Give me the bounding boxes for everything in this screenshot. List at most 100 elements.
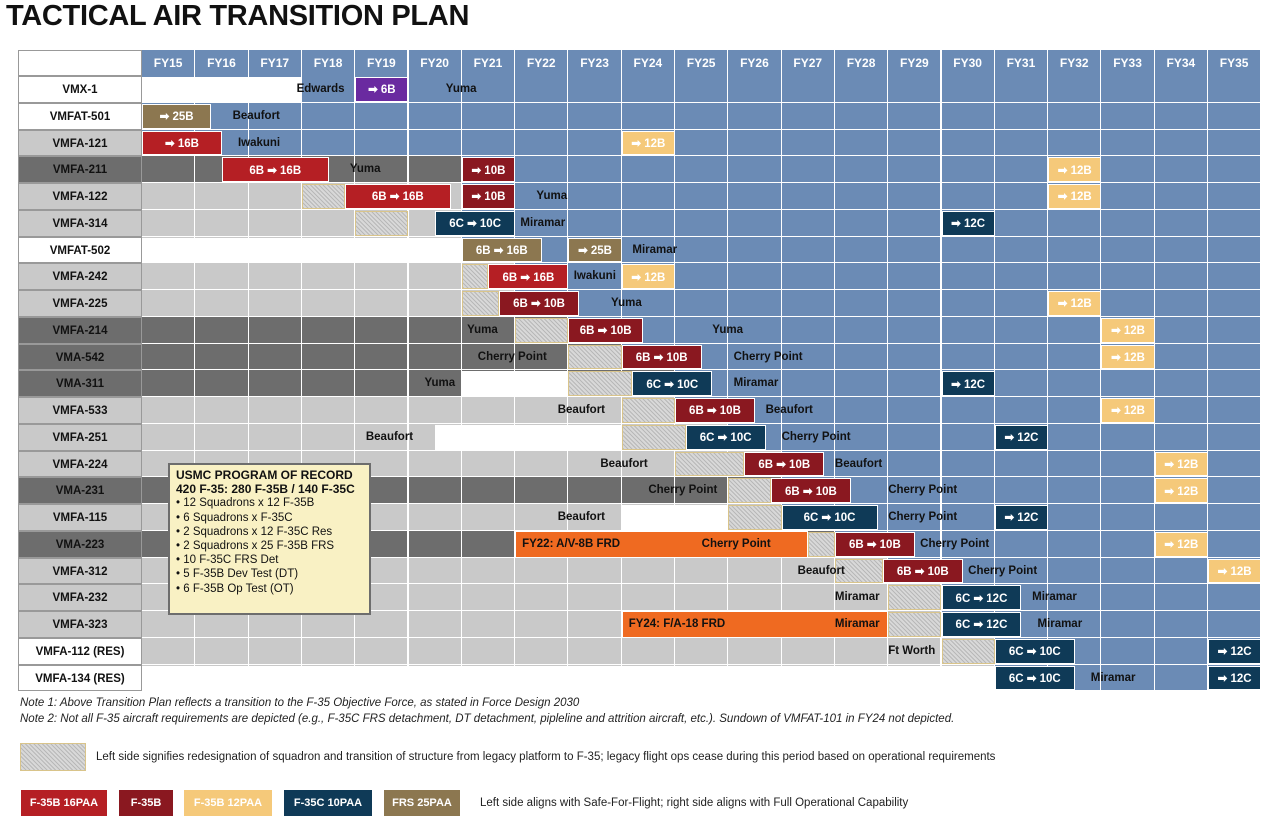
grid-cell (888, 370, 942, 397)
grid-cell (941, 504, 995, 531)
transition-bar: ➡ 16B (142, 130, 222, 156)
grid-cell (994, 530, 1049, 558)
transition-hatch (355, 210, 409, 236)
grid-cell (355, 316, 409, 344)
grid-cell (1208, 584, 1262, 611)
grid-cell (408, 76, 462, 103)
grid-cell (248, 316, 302, 344)
grid-cell (142, 370, 196, 397)
page-title: TACTICAL AIR TRANSITION PLAN (6, 0, 470, 32)
grid-cell (1048, 423, 1102, 451)
grid-cell (621, 102, 675, 130)
grid-cell (248, 343, 302, 371)
location-label: Miramar (834, 618, 880, 630)
fiscal-year-header: FY17 (248, 50, 302, 76)
grid-cell (1208, 236, 1262, 264)
transition-bar: ➡ 12B (621, 130, 675, 156)
grid-cell (195, 637, 249, 665)
frd-bar: FY24: F/A-18 FRD (621, 611, 889, 638)
transition-bar: ➡ 6B (355, 77, 409, 102)
squadron-label: VMFA-112 (RES) (18, 637, 142, 665)
fiscal-year-header: FY31 (994, 50, 1049, 76)
grid-cell (781, 263, 835, 290)
location-label: Beaufort (557, 511, 606, 523)
location-label: Yuma (611, 297, 642, 309)
grid-cell (301, 209, 356, 237)
location-label: Beaufort (797, 564, 845, 577)
location-label: Beaufort (557, 404, 606, 416)
transition-bar: ➡ 12C (941, 371, 995, 396)
grid-cell (568, 156, 622, 183)
grid-cell (1154, 290, 1208, 317)
por-item: 10 F-35C FRS Det (176, 553, 363, 567)
grid-cell (1154, 343, 1208, 371)
legend-swatch-text: Left side aligns with Safe-For-Flight; r… (480, 797, 909, 809)
grid-cell (1101, 423, 1155, 451)
grid-cell (1154, 263, 1208, 290)
transition-bar: 6C ➡ 12C (941, 612, 1022, 637)
grid-cell (621, 557, 675, 585)
grid-cell (994, 370, 1049, 397)
grid-cell (515, 637, 569, 665)
grid-cell (675, 156, 729, 183)
grid-cell (1048, 397, 1102, 424)
fiscal-year-header: FY28 (834, 50, 889, 76)
grid-cell (355, 290, 409, 317)
grid-cell (1154, 102, 1208, 130)
grid-cell (781, 584, 835, 611)
grid-cell (568, 637, 622, 665)
fiscal-year-header: FY27 (781, 50, 835, 76)
location-label: Miramar (632, 243, 678, 256)
fiscal-year-header: FY21 (461, 50, 516, 76)
grid-cell (1101, 477, 1155, 504)
squadron-label: VMA-231 (18, 477, 142, 504)
header-corner (18, 50, 142, 76)
legend-swatch: FRS 25PAA (383, 789, 461, 817)
grid-cell (781, 236, 835, 264)
grid-cell (1048, 530, 1102, 558)
grid-cell (1208, 156, 1262, 183)
grid-cell (941, 423, 995, 451)
grid-cell (195, 290, 249, 317)
grid-cell (941, 450, 995, 478)
grid-cell (408, 504, 462, 531)
grid-cell (888, 477, 942, 504)
grid-cell (888, 156, 942, 183)
location-label: Miramar (834, 591, 880, 604)
grid-cell (728, 557, 782, 585)
location-label: Cherry Point (477, 350, 547, 363)
transition-bar: 6B ➡ 10B (499, 291, 580, 316)
grid-cell (994, 156, 1049, 183)
grid-cell (1208, 477, 1262, 504)
squadron-label: VMFA-121 (18, 129, 142, 157)
transition-bar: 6C ➡ 10C (632, 371, 713, 396)
grid-cell (1208, 316, 1262, 344)
grid-cell (941, 236, 995, 264)
grid-cell (781, 290, 835, 317)
legend-swatch: F-35B 12PAA (183, 789, 273, 817)
grid-cell (142, 397, 196, 424)
grid-cell (301, 102, 356, 130)
grid-cell (515, 611, 569, 638)
grid-cell (515, 156, 569, 183)
grid-cell (1154, 557, 1208, 585)
grid-cell (408, 102, 462, 130)
grid-cell (728, 129, 782, 157)
grid-cell (408, 450, 462, 478)
grid-cell (355, 156, 409, 183)
grid-cell (888, 263, 942, 290)
white-segment (435, 424, 621, 450)
grid-cell (994, 450, 1049, 478)
grid-cell (621, 290, 675, 317)
transition-bar: ➡ 12B (1154, 451, 1208, 477)
grid-cell (1048, 76, 1102, 103)
grid-cell (248, 397, 302, 424)
grid-cell (408, 263, 462, 290)
grid-cell (621, 183, 675, 210)
grid-cell (248, 129, 302, 157)
grid-cell (1154, 316, 1208, 344)
grid-cell (834, 584, 889, 611)
transition-bar: 6B ➡ 16B (488, 264, 569, 289)
grid-cell (355, 423, 409, 451)
grid-cell (355, 263, 409, 290)
